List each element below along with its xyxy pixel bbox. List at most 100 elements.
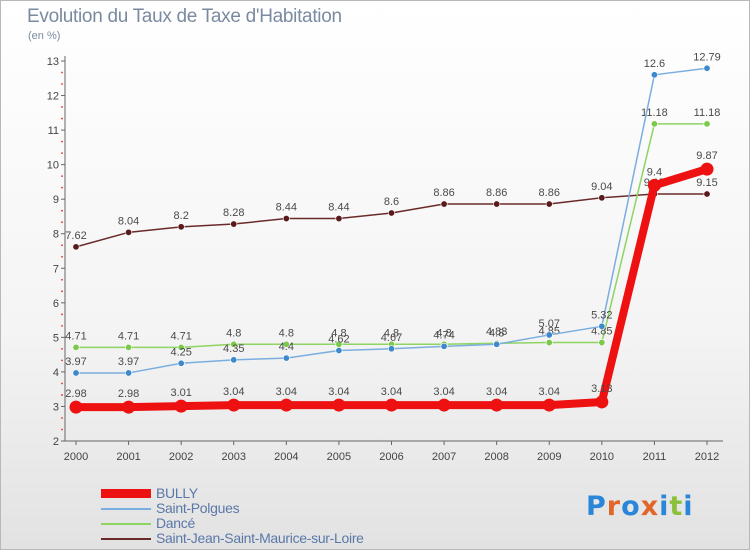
data-point-saint-jean-saint-maurice-sur-loire <box>230 220 238 228</box>
data-label-danc-: 4.8 <box>384 327 399 339</box>
data-label-bully: 3.04 <box>328 386 349 398</box>
data-label-saint-jean-saint-maurice-sur-loire: 8.28 <box>223 207 244 219</box>
x-tick-label: 2004 <box>274 451 298 463</box>
x-tick-label: 2002 <box>169 451 193 463</box>
data-point-danc- <box>598 339 606 347</box>
x-tick-label: 2006 <box>379 451 403 463</box>
y-minor-tick <box>61 382 63 385</box>
y-minor-tick <box>61 140 63 143</box>
y-tick-label: 12 <box>47 91 59 103</box>
data-label-danc-: 4.71 <box>65 330 86 342</box>
data-point-saint-polgues <box>650 71 658 79</box>
x-tick-label: 2010 <box>590 451 614 463</box>
data-point-danc- <box>125 343 133 351</box>
data-label-saint-jean-saint-maurice-sur-loire: 8.86 <box>486 187 507 199</box>
data-point-saint-polgues <box>493 340 501 348</box>
data-label-saint-jean-saint-maurice-sur-loire: 8.44 <box>276 202 297 214</box>
data-label-saint-jean-saint-maurice-sur-loire: 8.6 <box>384 196 399 208</box>
y-minor-tick <box>61 152 63 155</box>
data-point-danc- <box>72 343 80 351</box>
data-point-bully <box>542 398 556 412</box>
data-point-saint-jean-saint-maurice-sur-loire <box>387 209 395 217</box>
proxiti-logo: Proxiti <box>586 491 694 522</box>
data-label-saint-jean-saint-maurice-sur-loire: 8.2 <box>174 210 189 222</box>
data-point-saint-polgues <box>230 356 238 364</box>
data-label-saint-polgues: 3.97 <box>65 356 86 368</box>
y-minor-tick <box>61 290 63 293</box>
y-minor-tick <box>61 244 63 247</box>
x-tick-label: 2008 <box>484 451 508 463</box>
data-label-saint-polgues: 3.97 <box>118 356 139 368</box>
data-label-bully: 9.4 <box>647 166 662 178</box>
legend-swatch-saint-jean <box>101 538 151 540</box>
chart-subtitle: (en %) <box>28 30 61 42</box>
logo-letter: t <box>669 491 684 522</box>
data-label-danc-: 4.8 <box>331 327 346 339</box>
data-label-bully: 3.04 <box>539 386 560 398</box>
data-label-danc-: 4.8 <box>226 327 241 339</box>
data-point-danc- <box>703 120 711 128</box>
data-point-danc- <box>230 340 238 348</box>
data-label-saint-jean-saint-maurice-sur-loire: 8.04 <box>118 215 139 227</box>
y-minor-tick <box>61 313 63 316</box>
data-label-saint-polgues: 4.35 <box>223 343 244 355</box>
logo-letter: x <box>640 491 660 522</box>
data-label-saint-jean-saint-maurice-sur-loire: 8.86 <box>539 187 560 199</box>
data-label-saint-polgues: 4.4 <box>279 341 294 353</box>
data-label-danc-: 4.8 <box>436 327 451 339</box>
data-point-bully <box>332 398 346 412</box>
data-label-bully: 3.04 <box>276 386 297 398</box>
data-label-bully: 9.87 <box>696 150 717 162</box>
y-tick-label: 11 <box>48 125 59 137</box>
data-point-saint-jean-saint-maurice-sur-loire <box>493 200 501 208</box>
legend-item-saint-jean: Saint-Jean-Saint-Maurice-sur-Loire <box>101 530 421 548</box>
data-label-bully: 2.98 <box>65 388 86 400</box>
data-point-saint-jean-saint-maurice-sur-loire <box>545 200 553 208</box>
y-tick-label: 6 <box>53 298 59 310</box>
data-point-bully <box>595 395 609 409</box>
data-point-bully <box>227 398 241 412</box>
data-point-saint-polgues <box>282 354 290 362</box>
y-tick-label: 10 <box>47 160 59 172</box>
legend-label-saint-jean: Saint-Jean-Saint-Maurice-sur-Loire <box>156 530 364 546</box>
data-label-saint-polgues: 4.74 <box>433 329 454 341</box>
data-label-bully: 3.04 <box>223 386 244 398</box>
data-point-saint-jean-saint-maurice-sur-loire <box>703 190 711 198</box>
data-point-saint-polgues <box>125 369 133 377</box>
y-minor-tick <box>61 417 63 419</box>
data-label-saint-polgues: 5.32 <box>591 309 612 321</box>
y-minor-tick <box>61 221 63 224</box>
y-minor-tick <box>61 71 63 74</box>
data-label-saint-polgues: 4.67 <box>381 332 402 344</box>
y-tick-label: 2 <box>53 436 59 448</box>
data-point-saint-polgues <box>545 331 553 339</box>
data-label-danc-: 11.18 <box>694 107 721 119</box>
data-label-saint-polgues: 4.25 <box>170 346 191 358</box>
data-label-bully: 2.98 <box>118 388 139 400</box>
data-point-saint-jean-saint-maurice-sur-loire <box>282 215 290 223</box>
data-label-bully: 3.04 <box>381 386 402 398</box>
data-label-saint-polgues: 12.79 <box>693 51 721 63</box>
legend-swatch-saint-polgues <box>101 508 151 510</box>
data-point-bully <box>647 178 661 192</box>
data-point-saint-polgues <box>72 369 80 377</box>
data-point-bully <box>279 398 293 412</box>
data-point-danc- <box>177 343 185 351</box>
y-minor-tick <box>61 106 63 108</box>
data-label-bully: 3.04 <box>486 386 507 398</box>
data-label-saint-polgues: 4.62 <box>328 333 349 345</box>
y-minor-tick <box>61 175 63 178</box>
y-tick-label: 4 <box>53 367 59 379</box>
data-point-bully <box>174 399 188 413</box>
data-label-saint-jean-saint-maurice-sur-loire: 9.15 <box>696 177 717 189</box>
data-label-danc-: 4.71 <box>118 330 139 342</box>
chart-title: Evolution du Taux de Taxe d'Habitation <box>27 6 342 27</box>
data-point-danc- <box>650 120 658 128</box>
y-minor-tick <box>61 347 63 350</box>
data-point-bully <box>437 398 451 412</box>
data-label-saint-polgues: 4.8 <box>489 327 504 339</box>
y-minor-tick <box>61 186 63 189</box>
data-label-danc-: 4.85 <box>591 326 612 338</box>
data-label-saint-jean-saint-maurice-sur-loire: 9.04 <box>591 181 612 193</box>
